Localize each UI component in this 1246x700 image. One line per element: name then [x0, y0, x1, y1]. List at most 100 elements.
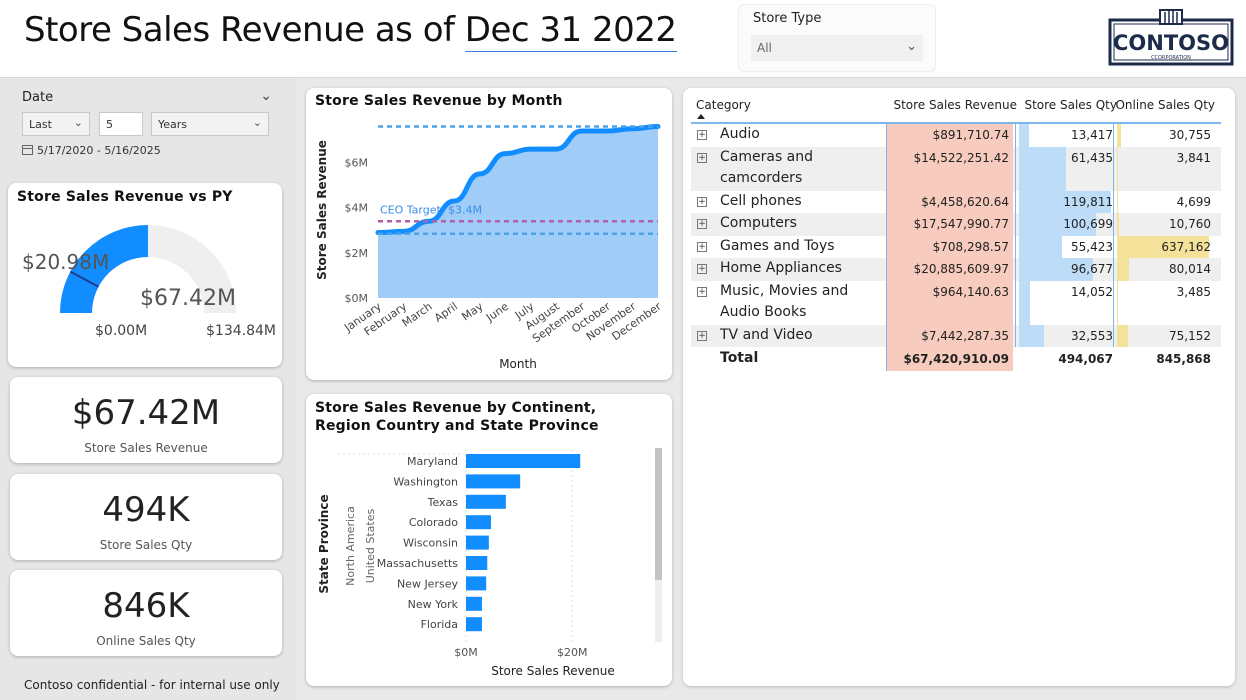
online-value: 637,162: [1161, 239, 1211, 254]
x-tick-label: May: [459, 300, 485, 324]
date-unit-dropdown[interactable]: Years ⌄: [151, 112, 269, 136]
data-point: [580, 129, 584, 133]
online-value: 30,755: [1169, 128, 1211, 142]
online-data-bar: [1117, 146, 1118, 191]
qty-value: 13,417: [1071, 128, 1113, 142]
kpi-card-store-sales-qty[interactable]: 494K Store Sales Qty: [10, 474, 282, 560]
table-row[interactable]: + Cell phones $4,458,620.64 119,811 4,699: [691, 190, 1221, 213]
store-type-value: All: [757, 41, 772, 55]
data-point: [401, 229, 405, 233]
store-type-dropdown[interactable]: All ⌄: [751, 35, 923, 61]
bar: [466, 474, 521, 489]
online-value: 3,841: [1176, 150, 1211, 165]
chevron-down-icon: ⌄: [252, 116, 262, 129]
y-tick-label: $0M: [345, 292, 369, 305]
table-row[interactable]: + Cameras and camcorders $14,522,251.42 61,4…: [691, 146, 1221, 191]
table-row[interactable]: + Audio $891,710.74 13,417 30,755: [691, 124, 1221, 147]
date-slicer-label: Date: [22, 90, 54, 105]
page-title-date: Dec 31 2022: [464, 10, 677, 52]
expand-icon[interactable]: +: [697, 152, 707, 163]
column-header[interactable]: Category: [696, 98, 751, 112]
total-label: Total: [720, 350, 759, 366]
date-count-input[interactable]: 5: [99, 112, 143, 136]
revenue-cell-bg: [887, 280, 1013, 325]
report-header: Store Sales Revenue as of Dec 31 2022 St…: [0, 0, 1246, 78]
expand-icon[interactable]: +: [697, 196, 707, 207]
chevron-down-icon[interactable]: ⌄: [260, 88, 272, 104]
table-row[interactable]: + Games and Toys $708,298.57 55,423 637,162: [691, 235, 1221, 258]
total-row: Total $67,420,910.09 494,067 845,868: [691, 347, 1221, 371]
category-label: Computers: [720, 215, 797, 231]
category-label: Audio Books: [720, 303, 807, 320]
qty-data-bar: [1019, 324, 1044, 347]
category-label: Home Appliances: [720, 260, 842, 276]
gauge-target-label: $20.98M: [22, 250, 109, 274]
online-data-bar: [1117, 235, 1209, 258]
monthly-revenue-card[interactable]: Store Sales Revenue by Month $0M $2M $4M $6…: [306, 88, 672, 380]
expand-icon[interactable]: +: [697, 241, 707, 252]
data-point: [452, 199, 456, 203]
kpi-card-online-sales-qty[interactable]: 846K Online Sales Qty: [10, 570, 282, 656]
category-label: Cameras and: [720, 148, 814, 165]
gauge-max-label: $134.84M: [206, 323, 276, 339]
expand-icon[interactable]: +: [697, 219, 707, 229]
online-data-bar: [1117, 124, 1122, 147]
x-tick-label: April: [432, 300, 460, 325]
date-relative-value: Last: [29, 118, 52, 131]
sort-ascending-icon: [697, 114, 705, 119]
online-data-bar: [1117, 324, 1128, 347]
y-axis-title: Store Sales Revenue: [315, 140, 329, 280]
category-label: camcorders: [720, 169, 803, 186]
state-revenue-card[interactable]: Store Sales Revenue by Continent, Region…: [306, 394, 672, 686]
revenue-value: $708,298.57: [932, 239, 1009, 254]
date-range-text: 5/17/2020 - 5/16/2025: [37, 144, 161, 157]
group-label-country: United States: [364, 508, 377, 583]
category-label: New Jersey: [397, 577, 459, 590]
category-label: Music, Movies and: [720, 282, 849, 299]
chevron-down-icon: ⌄: [906, 39, 917, 54]
revenue-value: $891,710.74: [932, 128, 1009, 142]
logo-subtext: CCORPORATION: [1151, 55, 1191, 61]
column-header[interactable]: Store Sales Qty: [1024, 98, 1117, 112]
category-label: Florida: [421, 618, 458, 631]
table-row[interactable]: + Music, Movies and Audio Books $964,140.63…: [691, 280, 1221, 325]
bar: [466, 454, 581, 468]
table-row[interactable]: + Computers $17,547,990.77 100,699 10,760: [691, 213, 1221, 236]
gauge-card[interactable]: Store Sales Revenue vs PY $20.98M $67.42…: [8, 183, 282, 367]
category-label: New York: [408, 598, 459, 611]
bar: [466, 556, 488, 570]
total-online: 845,868: [1156, 352, 1211, 366]
qty-value: 55,423: [1071, 239, 1113, 254]
x-tick-label: March: [400, 300, 435, 330]
confidential-note: Contoso confidential - for internal use …: [24, 678, 280, 692]
qty-data-bar: [1019, 258, 1094, 281]
calendar-icon: [22, 145, 33, 155]
gauge-min-label: $0.00M: [95, 323, 147, 339]
data-point: [529, 147, 533, 151]
table-row[interactable]: + TV and Video $7,442,287.35 32,553 75,152: [691, 324, 1221, 347]
date-relative-dropdown[interactable]: Last ⌄: [22, 112, 90, 136]
chevron-down-icon: ⌄: [73, 116, 83, 129]
category-label: Wisconsin: [403, 537, 458, 550]
date-slicer: Date ⌄ Last ⌄ 5 Years ⌄ 5/17/2020 - 5/16…: [22, 88, 278, 168]
expand-icon[interactable]: +: [697, 264, 707, 274]
x-axis-title: Store Sales Revenue: [491, 664, 615, 678]
expand-icon[interactable]: +: [697, 286, 707, 297]
table-row[interactable]: + Home Appliances $20,885,609.97 96,677 80,0…: [691, 258, 1221, 281]
kpi-card-store-sales-revenue[interactable]: $67.42M Store Sales Revenue: [10, 377, 282, 463]
expand-icon[interactable]: +: [697, 130, 707, 140]
expand-icon[interactable]: +: [697, 330, 707, 341]
column-header[interactable]: Store Sales Revenue: [893, 98, 1017, 112]
online-value: 10,760: [1169, 217, 1211, 231]
gauge-chart: $20.98M $67.42M $0.00M $134.84M: [22, 225, 276, 339]
scrollbar-thumb[interactable]: [655, 448, 662, 580]
y-tick-label: $4M: [345, 202, 369, 215]
column-header[interactable]: Online Sales Qty: [1115, 98, 1215, 112]
bar: [466, 576, 487, 591]
revenue-cell-bg: [887, 258, 1013, 281]
category-matrix-card[interactable]: Category Store Sales Revenue Store Sales Q…: [683, 88, 1235, 686]
revenue-cell-bg: [887, 347, 1013, 371]
gauge-title: Store Sales Revenue vs PY: [17, 189, 233, 205]
reference-line-label: CEO Target: $3.4M: [380, 203, 482, 216]
